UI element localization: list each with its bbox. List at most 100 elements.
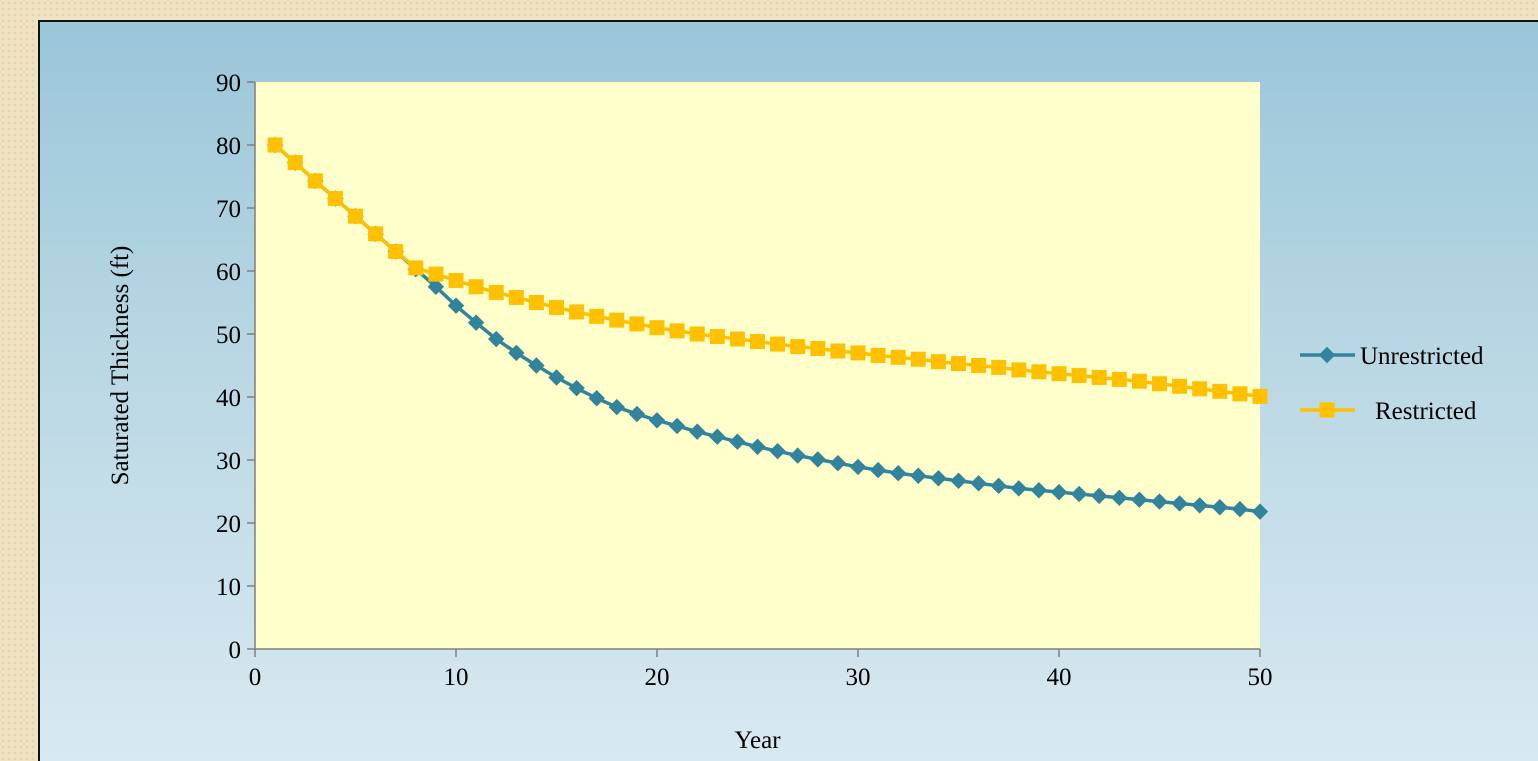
- data-point-unrestricted: [729, 433, 746, 450]
- legend-swatch-marker: [1318, 346, 1336, 364]
- y-tick-label: 50: [216, 322, 241, 349]
- data-point-restricted: [1071, 368, 1087, 384]
- data-point-unrestricted: [1211, 499, 1229, 516]
- data-point-restricted: [549, 300, 564, 316]
- y-tick-label: 60: [216, 259, 241, 286]
- data-point-restricted: [689, 326, 705, 342]
- data-point-unrestricted: [427, 278, 445, 295]
- data-point-unrestricted: [749, 438, 766, 455]
- y-tick-label: 40: [216, 385, 241, 412]
- y-tick-label: 30: [216, 448, 241, 475]
- y-tick-label: 80: [216, 133, 241, 160]
- data-point-unrestricted: [1111, 489, 1128, 507]
- data-point-restricted: [890, 349, 906, 365]
- data-point-unrestricted: [467, 314, 485, 331]
- data-point-restricted: [649, 320, 665, 336]
- plot-area: [255, 82, 1260, 649]
- y-tick-label: 90: [216, 70, 241, 97]
- data-point-restricted: [1212, 383, 1228, 399]
- data-point-restricted: [951, 356, 966, 372]
- data-point-restricted: [589, 308, 605, 324]
- data-point-unrestricted: [789, 447, 806, 464]
- data-point-unrestricted: [688, 423, 706, 440]
- data-point-unrestricted: [709, 428, 726, 445]
- data-point-unrestricted: [950, 472, 967, 489]
- data-point-unrestricted: [1010, 480, 1028, 497]
- data-point-restricted: [408, 260, 424, 276]
- slide-background: 0 10 20 30 40 50 60 70 80 90 0 10 20 30 40 50 Year Satu…: [38, 20, 1538, 761]
- data-point-unrestricted: [889, 465, 907, 482]
- data-point-restricted: [810, 340, 826, 356]
- data-point-restricted: [388, 243, 404, 259]
- data-point-unrestricted: [1050, 483, 1068, 501]
- series-layer: [266, 136, 1269, 520]
- data-point-unrestricted: [668, 417, 686, 435]
- data-point-restricted: [368, 226, 384, 242]
- data-point-restricted: [1192, 381, 1208, 397]
- data-point-restricted: [1031, 364, 1047, 380]
- data-point-restricted: [830, 343, 846, 359]
- data-point-restricted: [468, 279, 484, 295]
- data-point-restricted: [1152, 376, 1167, 392]
- data-point-unrestricted: [1030, 482, 1048, 499]
- data-point-restricted: [267, 137, 283, 153]
- y-tick-label: 0: [229, 637, 242, 664]
- series-restricted: [267, 137, 1268, 404]
- legend-swatch-marker: [1319, 402, 1335, 418]
- data-point-unrestricted: [648, 412, 666, 429]
- data-point-restricted: [729, 331, 745, 347]
- data-point-restricted: [709, 329, 725, 345]
- data-point-restricted: [790, 339, 806, 355]
- data-point-unrestricted: [1090, 487, 1108, 505]
- data-point-unrestricted: [1070, 485, 1088, 503]
- data-point-restricted: [991, 359, 1007, 375]
- x-tick-label: 30: [846, 664, 871, 691]
- data-point-restricted: [327, 191, 343, 207]
- y-tick-label: 10: [216, 574, 241, 601]
- x-tick-label: 50: [1248, 664, 1273, 691]
- y-axis-title: Saturated Thickness (ft): [107, 246, 134, 486]
- tick-labels: 0 10 20 30 40 50 60 70 80 90 0 10 20 30 40 50: [216, 70, 1273, 691]
- data-point-restricted: [1252, 388, 1268, 404]
- data-point-restricted: [770, 336, 786, 352]
- data-point-restricted: [609, 312, 625, 328]
- data-point-restricted: [1111, 371, 1127, 387]
- data-point-unrestricted: [849, 458, 867, 476]
- data-point-unrestricted: [970, 475, 987, 492]
- data-point-restricted: [850, 345, 866, 361]
- data-point-restricted: [870, 347, 886, 363]
- data-point-unrestricted: [568, 379, 585, 397]
- line-chart: 0 10 20 30 40 50 60 70 80 90 0 10 20 30 40 50 Year Satu…: [107, 70, 1484, 754]
- legend-label: Restricted: [1375, 398, 1477, 425]
- data-point-unrestricted: [1191, 497, 1208, 514]
- data-point-unrestricted: [608, 398, 626, 416]
- data-point-restricted: [569, 304, 585, 320]
- data-point-restricted: [348, 208, 363, 224]
- data-point-restricted: [1011, 362, 1027, 378]
- y-tick-label: 70: [216, 196, 241, 223]
- data-point-unrestricted: [829, 454, 847, 472]
- legend: Unrestricted Restricted: [1300, 343, 1484, 425]
- data-point-unrestricted: [930, 470, 947, 487]
- data-point-restricted: [528, 295, 544, 310]
- data-point-unrestricted: [1251, 503, 1269, 520]
- data-point-unrestricted: [869, 461, 887, 479]
- x-tick-label: 20: [645, 664, 670, 691]
- data-point-restricted: [629, 316, 645, 332]
- data-point-unrestricted: [1231, 500, 1249, 518]
- y-tick-label: 20: [216, 511, 241, 538]
- legend-item-unrestricted: Unrestricted: [1300, 343, 1484, 370]
- data-point-restricted: [1172, 378, 1188, 394]
- data-point-restricted: [287, 155, 303, 171]
- x-tick-label: 40: [1047, 664, 1072, 691]
- data-point-restricted: [508, 289, 524, 305]
- data-point-unrestricted: [1171, 495, 1188, 512]
- data-point-unrestricted: [809, 451, 827, 468]
- data-point-unrestricted: [528, 357, 545, 374]
- data-point-unrestricted: [447, 297, 465, 314]
- data-point-unrestricted: [508, 344, 525, 362]
- data-point-unrestricted: [628, 405, 646, 423]
- data-point-restricted: [428, 266, 444, 282]
- legend-item-restricted: Restricted: [1300, 398, 1477, 425]
- data-point-unrestricted: [548, 369, 565, 386]
